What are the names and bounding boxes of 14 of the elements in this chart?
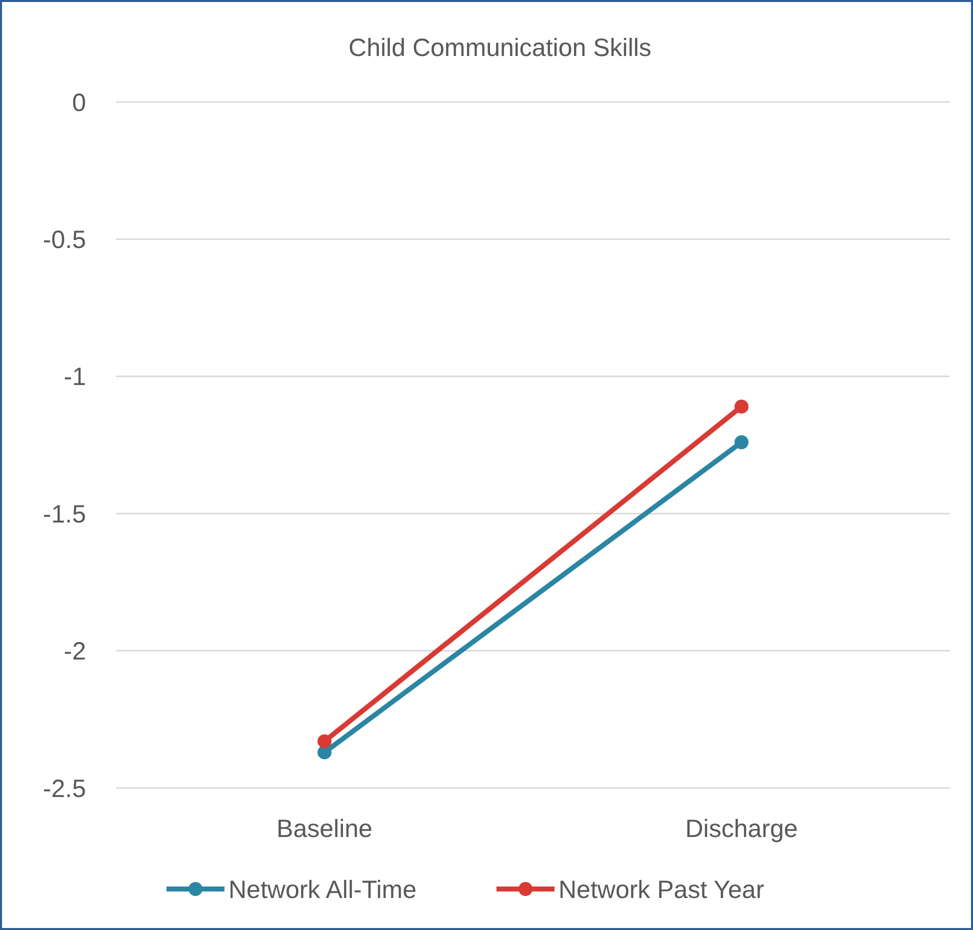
- x-tick-label: Discharge: [685, 815, 798, 843]
- point: [318, 734, 332, 748]
- y-tick-label: -1.5: [42, 500, 86, 528]
- legend-label: Network All-Time: [228, 876, 416, 904]
- y-tick-label: -0.5: [42, 226, 86, 254]
- point: [734, 435, 748, 450]
- y-tick-label: -2.5: [42, 774, 86, 803]
- y-tick-label: 0: [72, 88, 86, 117]
- point: [734, 400, 748, 414]
- x-tick-label: Baseline: [276, 815, 372, 843]
- y-tick-label: -2: [64, 638, 86, 666]
- y-tick-label: -1: [64, 363, 86, 392]
- chart-title: Child Communication Skills: [348, 34, 652, 62]
- legend-label: Network Past Year: [558, 876, 764, 904]
